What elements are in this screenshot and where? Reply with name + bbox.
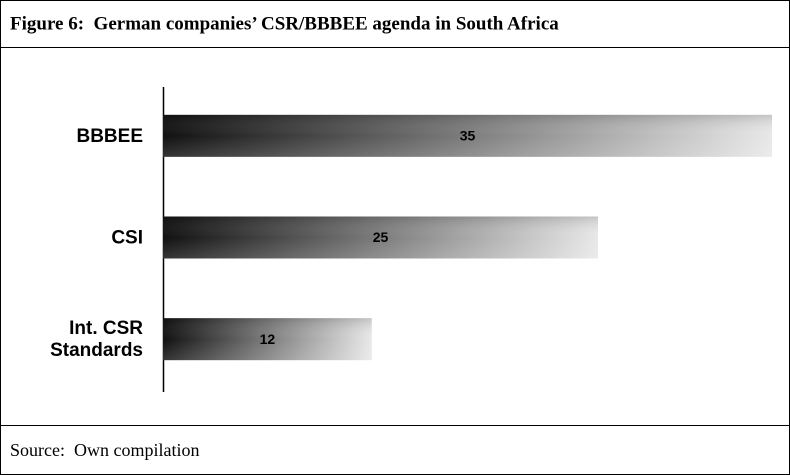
- bar-sheen: [163, 318, 372, 361]
- value-label: 25: [373, 229, 389, 245]
- bar-sheen: [163, 114, 772, 157]
- chart-title: Figure 6: German companies’ CSR/BBBEE ag…: [10, 13, 559, 34]
- value-label: 12: [260, 331, 276, 347]
- source: Source: Own compilation: [10, 440, 199, 460]
- bar-sheen: [163, 216, 598, 259]
- value-label: 35: [460, 128, 476, 144]
- category-label: Int. CSR Standards: [50, 318, 143, 361]
- category-label: CSI: [111, 228, 143, 249]
- category-label: BBBEE: [76, 126, 143, 147]
